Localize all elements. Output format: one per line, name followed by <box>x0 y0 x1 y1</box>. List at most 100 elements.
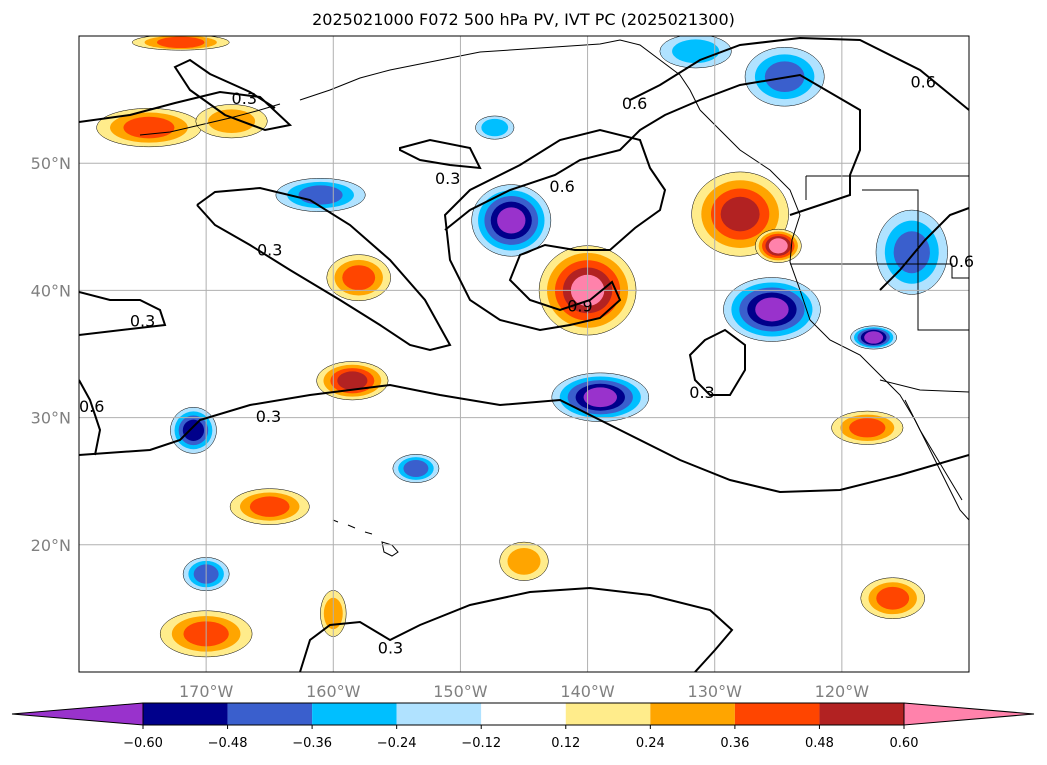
pv-contour-label: 0.3 <box>256 407 281 426</box>
baja-peninsula <box>904 399 963 501</box>
ivt-pc-blob <box>860 577 925 620</box>
chart-title: 2025021000 F072 500 hPa PV, IVT PC (2025… <box>312 10 735 29</box>
pv-contour-label: 0.3 <box>130 312 155 331</box>
pv-contour-label: 0.3 <box>378 639 403 658</box>
colorbar-segment <box>734 703 820 725</box>
ivt-pc-level <box>507 547 541 575</box>
map-frame <box>78 35 970 673</box>
ivt-pc-level <box>156 36 205 49</box>
pv-contour-labels: 0.3 0.3 0.6 0.3 0.3 0.9 0.3 0.3 0.6 0.3 0.6 0.6 0.6 <box>79 73 974 658</box>
colorbar-frame <box>142 702 905 726</box>
hawaii-islands <box>332 519 399 557</box>
ivt-pc-level <box>249 496 290 517</box>
ivt-pc-blob <box>831 410 904 445</box>
colorbar-tick-label: 0.36 <box>720 736 749 751</box>
pv-contour-label: 0.3 <box>257 240 282 259</box>
pv-contour-0.6-east <box>879 207 969 291</box>
pv-contour-0.9 <box>443 128 667 332</box>
ivt-pc-blob <box>392 454 440 483</box>
colorbar-segment <box>481 703 566 725</box>
graticule <box>79 36 969 672</box>
ivt-pc-blob <box>475 115 515 140</box>
colorbar-extend-min <box>11 702 144 726</box>
pv-contour-label: 0.6 <box>549 177 574 196</box>
ivt-pc-blob <box>723 277 821 342</box>
ivt-pc-level <box>583 387 617 408</box>
pv-contour-0.3-local <box>688 328 746 396</box>
pv-contour-label: 0.3 <box>232 89 257 108</box>
ivt-pc-blob <box>326 254 391 302</box>
pv-contour-label: 0.6 <box>911 73 936 92</box>
ivt-pc-level <box>672 39 720 64</box>
colorbar-tick-label: 0.12 <box>551 736 580 751</box>
colorbar-tick-label: −0.48 <box>208 736 248 751</box>
ivt-pc-level <box>720 196 760 232</box>
pv-contour-label: 0.9 <box>567 296 592 315</box>
coastlines <box>139 39 969 557</box>
ivt-pc-level <box>497 207 526 234</box>
longitude-label: 150°W <box>433 682 488 701</box>
latitude-labels: 50°N 40°N 30°N 20°N <box>31 154 71 555</box>
ivt-pc-blob <box>131 36 230 51</box>
colorbar-segment <box>396 703 482 725</box>
pv-contour-0.3-central <box>399 138 482 170</box>
colorbar-segment <box>227 703 313 725</box>
latitude-label: 20°N <box>31 536 71 555</box>
pv-contour-label: 0.3 <box>435 169 460 188</box>
latitude-label: 50°N <box>31 154 71 173</box>
colorbar-tick-label: 0.24 <box>636 736 665 751</box>
latitude-label: 30°N <box>31 409 71 428</box>
ivt-pc-blob <box>170 406 217 454</box>
ivt-pc-level <box>182 419 205 441</box>
ivt-pc-level <box>849 418 886 438</box>
colorbar-tick-label: −0.12 <box>461 736 501 751</box>
ivt-pc-shading <box>96 36 948 658</box>
colorbar-segment <box>565 703 651 725</box>
ivt-pc-level <box>481 118 509 137</box>
pv-contour-label: 0.6 <box>622 94 647 113</box>
longitude-label: 160°W <box>306 682 361 701</box>
pv-contour-label: 0.6 <box>79 397 104 416</box>
ivt-pc-level <box>123 116 175 139</box>
ivt-pc-blob <box>754 228 802 263</box>
pv-contour-0.3-south <box>299 586 734 672</box>
longitude-labels: 170°W 160°W 150°W 140°W 130°W 120°W <box>179 682 869 701</box>
north-america-coastline <box>699 109 969 521</box>
longitude-label: 140°W <box>560 682 615 701</box>
ivt-pc-blob <box>499 541 549 581</box>
latitude-label: 40°N <box>31 281 71 300</box>
country-borders <box>790 175 969 393</box>
ivt-pc-level <box>876 586 910 610</box>
pv-contour-0.3-subtropic <box>79 383 969 494</box>
ivt-pc-blob <box>875 209 948 295</box>
ivt-pc-level <box>337 371 368 391</box>
colorbar-tick-label: 0.60 <box>890 736 919 751</box>
ivt-pc-level <box>342 265 376 291</box>
pv-contour-0.3-north <box>79 58 293 132</box>
pv-contour-label: 0.3 <box>689 383 714 402</box>
ivt-pc-level <box>755 297 789 322</box>
longitude-label: 170°W <box>179 682 234 701</box>
colorbar-segment <box>312 703 397 725</box>
colorbar-segment <box>819 703 904 725</box>
pv-contours <box>79 36 969 672</box>
ivt-pc-level <box>864 331 884 344</box>
ivt-pc-blob <box>850 325 897 350</box>
pv-contour-0.6-sw <box>79 379 102 456</box>
colorbar-tick-label: −0.60 <box>123 736 163 751</box>
longitude-label: 120°W <box>815 682 870 701</box>
ivt-pc-blob <box>551 372 650 422</box>
colorbar-tick-label: −0.36 <box>292 736 332 751</box>
aleutian-islands <box>139 103 281 136</box>
colorbar-extend-max <box>903 702 1035 726</box>
pv-contour-0.3-ne <box>629 36 969 111</box>
ivt-pc-level <box>893 231 930 274</box>
alaska-coastline <box>299 39 701 111</box>
colorbar-tick-label: 0.48 <box>805 736 834 751</box>
pv-contour-0.3-edge <box>79 291 167 336</box>
colorbar-segment <box>143 703 228 725</box>
ivt-pc-blob <box>471 184 552 257</box>
ivt-pc-level <box>208 109 256 134</box>
ivt-pc-blob <box>229 488 310 525</box>
